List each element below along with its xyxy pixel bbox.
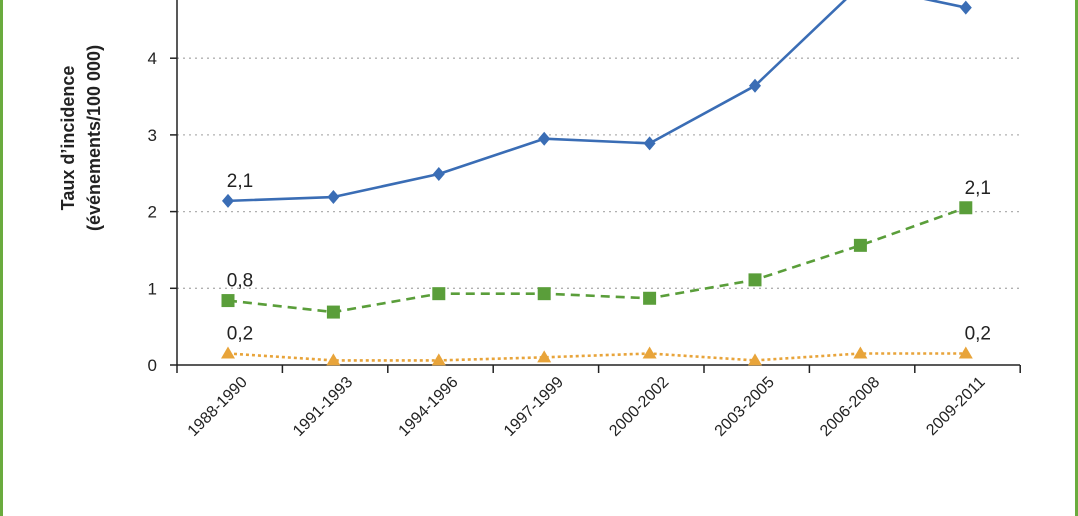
- y-tick-label-3: 3: [148, 126, 157, 145]
- series-0-point-0: [222, 193, 234, 208]
- x-category-label-2: 1994-1996: [396, 374, 462, 440]
- series-2-point-5: [748, 353, 762, 366]
- series-2-point-3: [537, 350, 552, 363]
- series-2-point-2: [431, 353, 446, 366]
- series-0-point-2: [432, 167, 445, 182]
- y-axis-title-line-2: (événements/100 000): [84, 45, 104, 231]
- x-category-label-1: 1991-1993: [290, 374, 356, 440]
- x-category-label-4: 2000-2002: [606, 374, 672, 440]
- series-1-point-1: [326, 305, 340, 319]
- series-0-point-7: [959, 0, 972, 15]
- series-2-point-6: [853, 346, 868, 359]
- series-2-point-1: [326, 353, 341, 366]
- y-tick-label-2: 2: [148, 203, 157, 222]
- series-0-point-3: [538, 131, 551, 146]
- series-2-data-label-last: 0,2: [965, 323, 991, 344]
- series-0-point-5: [749, 78, 761, 93]
- series-1-data-label-last: 2,1: [965, 178, 991, 199]
- y-tick-label-1: 1: [148, 279, 157, 298]
- series-1-point-3: [537, 287, 551, 301]
- y-tick-label-0: 0: [148, 356, 157, 375]
- x-category-label-7: 2009-2011: [923, 374, 988, 439]
- series-1-point-5: [748, 273, 762, 287]
- series-1-point-6: [853, 238, 867, 252]
- x-category-label-3: 1997-1999: [501, 374, 567, 440]
- series-2-point-0: [221, 346, 235, 359]
- y-axis-title-line-1: Taux d’incidence: [58, 66, 78, 211]
- series-0-point-4: [643, 136, 656, 151]
- series-2-point-4: [642, 346, 657, 359]
- series-0-point-1: [327, 190, 340, 205]
- series-1-point-2: [432, 287, 446, 301]
- series-layer: [221, 0, 973, 366]
- y-tick-label-4: 4: [148, 49, 157, 68]
- x-category-label-6: 2006-2008: [817, 374, 883, 440]
- frame-right-border: [1075, 0, 1078, 516]
- series-1-point-4: [643, 291, 657, 305]
- frame-left-border: [0, 0, 3, 516]
- series-0-line: [227, 0, 967, 203]
- series-1-data-label-first: 0,8: [227, 271, 253, 292]
- series-2-data-label-first: 0,2: [227, 323, 253, 344]
- series-2-point-7: [958, 346, 973, 359]
- series-1-point-7: [959, 201, 973, 215]
- axis-layer: [170, 0, 1021, 373]
- grid-layer: [177, 57, 1020, 289]
- series-1-line: [227, 206, 967, 314]
- series-0-data-label-first: 2,1: [227, 171, 253, 192]
- series-1-point-0: [221, 294, 235, 308]
- x-category-label-5: 2003-2005: [712, 374, 778, 440]
- x-category-label-0: 1988-1990: [185, 374, 251, 440]
